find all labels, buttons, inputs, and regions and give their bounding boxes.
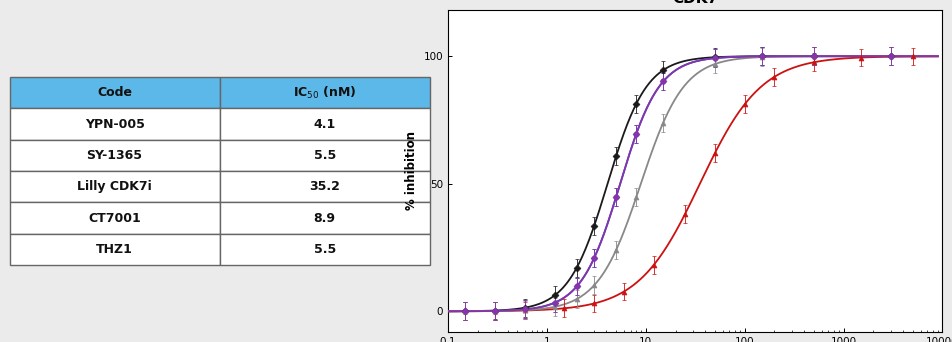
Title: CDK7: CDK7	[672, 0, 719, 6]
Legend: YPN-005, SY-1365, Lilly CDK7i, CT-7001, THZ1: YPN-005, SY-1365, Lilly CDK7i, CT-7001, …	[947, 138, 952, 204]
Y-axis label: % inhibition: % inhibition	[405, 132, 418, 210]
